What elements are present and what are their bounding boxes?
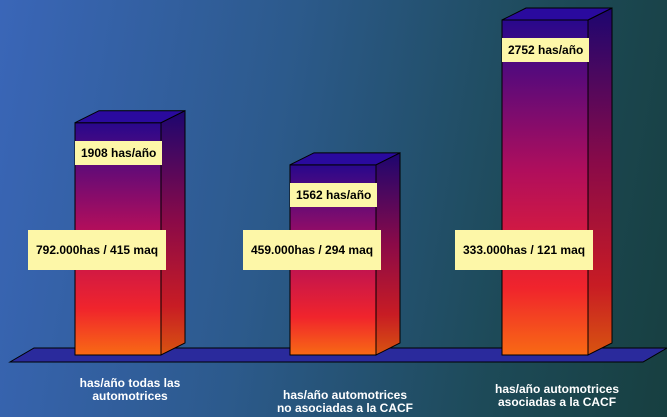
bar-top — [289, 152, 401, 166]
bar-top — [501, 7, 613, 21]
bar-value-label: 2752 has/año — [502, 38, 590, 62]
bar-value-label: 1908 has/año — [75, 140, 163, 165]
bar-stat-label: 333.000has / 121 maq — [455, 230, 594, 270]
category-label: has/año automotrices asociadas a la CACF — [494, 382, 620, 409]
bar-value-label: 1562 has/año — [290, 182, 378, 207]
bar-stat-label: 459.000has / 294 maq — [243, 230, 382, 270]
bar-side — [587, 7, 613, 356]
category-label: has/año automotrices no asociadas a la C… — [276, 388, 414, 415]
category-label: has/año todas las automotrices — [79, 376, 181, 403]
bar-stat-label: 792.000has / 415 maq — [28, 230, 167, 270]
bar — [501, 19, 589, 356]
bar-top — [74, 110, 186, 124]
